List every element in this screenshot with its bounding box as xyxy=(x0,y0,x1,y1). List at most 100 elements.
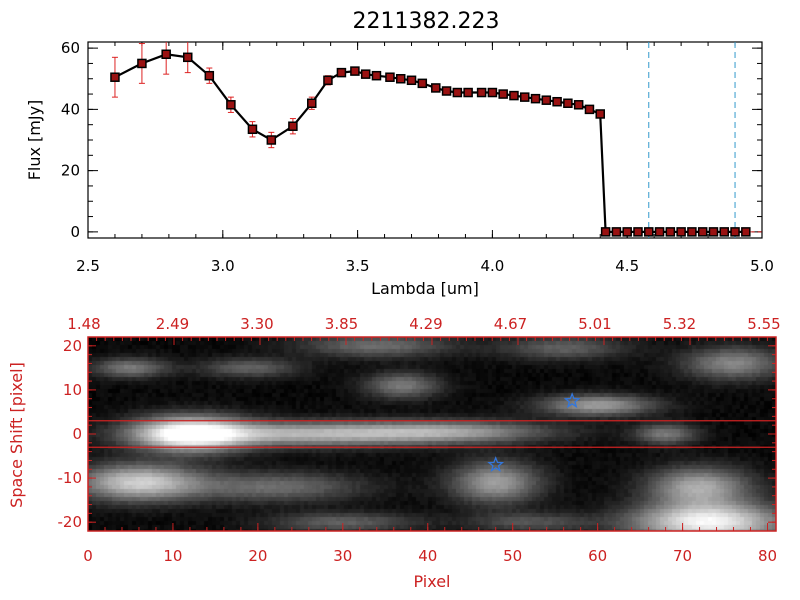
spectrum-x-axis-label: Lambda [um] xyxy=(371,279,479,298)
spectrum-data-point xyxy=(595,109,605,119)
space-shift-tick-label: 10 xyxy=(63,381,82,399)
spectrum-data-point xyxy=(431,83,441,93)
spectrum-data-point xyxy=(520,92,530,102)
spectrum-data-point xyxy=(406,75,417,86)
spectrum-y-tick-label: 40 xyxy=(61,100,80,118)
spectrum-plot-frame xyxy=(87,41,763,239)
spectrum-data-point xyxy=(665,227,676,237)
source-star-icon xyxy=(563,392,581,409)
spectrum-data-point xyxy=(633,227,643,237)
spectrum-plot: 2.5 3.0 3.5 4.0 4.5 5.0 0 20 40 60 Lambda [um] F… xyxy=(25,39,774,298)
pixel-tick-label: 20 xyxy=(248,547,267,565)
space-shift-tick-labels: -20 -10 0 10 20 xyxy=(58,337,83,531)
spectrum-data-point xyxy=(708,227,719,237)
spectrum-data-point xyxy=(395,74,406,84)
spectrum-x-tick-label: 4.0 xyxy=(480,257,504,275)
spectrum-x-tick-label: 2.5 xyxy=(76,257,100,275)
spectrum-y-tick-label: 20 xyxy=(61,162,80,180)
spectrum-image-ticks xyxy=(87,336,777,532)
spectrum-y-tick-labels: 0 20 40 60 xyxy=(61,39,80,241)
spectrum-x-tick-label: 4.5 xyxy=(615,257,639,275)
spectrum-y-tick-label: 60 xyxy=(61,39,80,57)
spectrum-data-point xyxy=(266,135,277,145)
spectrum-data-point xyxy=(509,90,519,101)
wavelength-tick-label: 3.30 xyxy=(240,315,273,333)
spectrum-data-point xyxy=(452,87,463,98)
spectrum-data-point xyxy=(573,100,584,110)
spectrum-image-plot: 0 10 20 30 40 50 60 70 80 1.48 2.49 3.30 3.85 4.29 4.… xyxy=(7,315,781,591)
wavelength-tick-label: 2.49 xyxy=(156,315,189,333)
spectrum-data-point xyxy=(360,69,371,79)
spectrum-heatmap-image xyxy=(88,337,776,531)
pixel-tick-label: 40 xyxy=(418,547,437,565)
spectrum-data-point xyxy=(350,66,360,76)
spectrum-data-point xyxy=(336,67,347,78)
spectrum-cutoff-lines xyxy=(648,42,736,238)
spectrum-data-point xyxy=(323,75,333,86)
wavelength-tick-label: 3.85 xyxy=(325,315,358,333)
spectrum-data-point xyxy=(417,78,428,89)
spectrum-data-point xyxy=(611,227,622,237)
spectrum-data-point xyxy=(247,124,258,135)
pixel-axis-label: Pixel xyxy=(413,572,450,591)
spectrum-markers xyxy=(110,49,751,237)
spectrum-data-point xyxy=(687,227,697,237)
wavelength-tick-label: 4.67 xyxy=(494,315,527,333)
pixel-tick-label: 30 xyxy=(333,547,352,565)
spectrum-image-wrapper xyxy=(88,337,776,531)
source-star-icon xyxy=(487,456,505,472)
wavelength-tick-label: 5.01 xyxy=(578,315,611,333)
spectrum-data-point xyxy=(498,89,508,99)
wavelength-tick-label: 1.48 xyxy=(67,315,100,333)
spectrum-data-point xyxy=(371,70,382,81)
spectrum-data-point xyxy=(204,70,215,81)
spectrum-data-point xyxy=(552,96,562,107)
spectrum-data-point xyxy=(307,98,317,108)
spectrum-x-tick-labels: 2.5 3.0 3.5 4.0 4.5 5.0 xyxy=(76,257,774,275)
pixel-tick-labels: 0 10 20 30 40 50 60 70 80 xyxy=(83,547,777,565)
spectrum-data-point xyxy=(563,98,573,108)
spectrum-x-tick-label: 3.5 xyxy=(346,257,370,275)
wavelength-tick-label: 4.29 xyxy=(409,315,442,333)
wavelength-top-tick-labels: 1.48 2.49 3.30 3.85 4.29 4.67 5.01 5.32 5.55 xyxy=(67,315,780,333)
wavelength-tick-label: 5.55 xyxy=(747,315,780,333)
spectrum-data-point xyxy=(541,95,552,105)
spectrum-data-point xyxy=(476,87,487,98)
spectrum-data-point xyxy=(463,87,473,98)
figure-title: 2211382.223 xyxy=(353,9,500,34)
spectrum-data-point xyxy=(226,100,236,110)
spectrum-data-point xyxy=(530,93,541,104)
spectrum-x-tick-label: 3.0 xyxy=(211,257,235,275)
pixel-tick-label: 0 xyxy=(83,547,93,565)
spectrum-data-point xyxy=(622,227,632,237)
spectrum-data-point xyxy=(441,86,452,96)
spectrum-data-point xyxy=(161,49,171,59)
spectrum-data-point xyxy=(654,227,665,237)
space-shift-tick-label: 20 xyxy=(63,337,82,355)
spectrum-data-point xyxy=(288,121,298,131)
spectrum-data-point xyxy=(697,227,708,237)
space-shift-tick-label: -20 xyxy=(58,513,83,531)
pixel-tick-label: 80 xyxy=(758,547,777,565)
space-shift-axis-label: Space Shift [pixel] xyxy=(7,362,26,508)
pixel-tick-label: 60 xyxy=(588,547,607,565)
extraction-window-lines xyxy=(88,420,776,448)
spectrum-data-point xyxy=(730,227,740,237)
spectrum-data-point xyxy=(676,227,686,237)
space-shift-tick-label: 0 xyxy=(72,425,82,443)
spectrum-data-point xyxy=(487,87,498,98)
wavelength-tick-label: 5.32 xyxy=(663,315,696,333)
spectrum-data-point xyxy=(741,227,751,237)
pixel-tick-label: 10 xyxy=(163,547,182,565)
spectrum-data-point xyxy=(137,58,147,69)
space-shift-tick-label: -10 xyxy=(58,469,83,487)
spectrum-data-point xyxy=(719,227,730,237)
spectrum-data-point xyxy=(385,72,395,82)
spectrum-x-tick-label: 5.0 xyxy=(750,257,774,275)
spectrum-data-point xyxy=(183,52,193,63)
spectrum-data-point xyxy=(600,227,611,237)
spectrum-y-tick-label: 0 xyxy=(70,223,80,241)
spectrum-y-axis-label: Flux [mJy] xyxy=(25,100,44,181)
source-star-markers xyxy=(487,392,581,472)
